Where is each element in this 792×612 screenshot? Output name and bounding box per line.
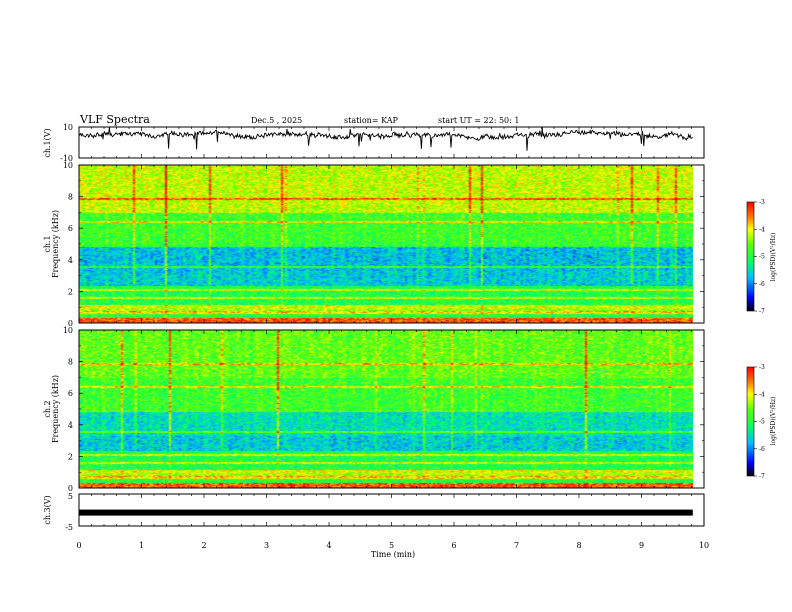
ch2-spectrogram-panel: 0 2 4 6 8 10 ch.2 Frequency (kHz) -3 -4 -5 -6 -7 …: [43, 326, 777, 493]
x-tick-label: 1: [139, 541, 144, 550]
x-tick-label: 8: [576, 541, 581, 550]
y-tick-label: 10: [63, 326, 73, 335]
colorbar-tick-label: -4: [759, 391, 765, 398]
x-axis-label: Time (min): [371, 550, 415, 559]
ch1-spectrogram-xticks: [78, 165, 705, 323]
ch3-ytick-top: 5: [68, 492, 73, 501]
ch1-waveform-panel: 10 -10 ch.1(V): [43, 123, 705, 163]
start-ut-label: start UT = 22: 50: 1: [438, 116, 519, 125]
x-tick-label: 7: [514, 541, 519, 550]
y-tick-label: 2: [68, 452, 73, 461]
ch1-waveform-ylabel: ch.1(V): [43, 128, 52, 157]
ch3-ytick-bottom: -5: [65, 523, 73, 532]
ch1-frequency-ylabel: Frequency (kHz): [51, 210, 60, 278]
ch2-frequency-ylabel: Frequency (kHz): [51, 375, 60, 443]
colorbar-tick-label: -3: [759, 364, 765, 371]
x-tick-label: 6: [451, 541, 456, 550]
ch1-waveform-line: [78, 126, 693, 151]
y-tick-label: 6: [68, 389, 73, 398]
ch2-spectrogram-yticks: 0 2 4 6 8 10: [63, 326, 704, 493]
y-tick-label: 8: [68, 193, 73, 202]
station-label: station= KAP: [344, 116, 399, 125]
ch1-colorbar-bar: [746, 201, 755, 312]
ch2-spectrogram-image: [79, 330, 693, 488]
ch3-waveform-panel: 5 -5 ch.3(V): [43, 492, 705, 532]
y-tick-label: 0: [68, 484, 73, 493]
y-tick-label: 2: [68, 287, 73, 296]
ch2-colorbar-label: log(PSD)(V²/Hz): [770, 397, 777, 446]
date-label: Dec.5 , 2025: [251, 116, 302, 125]
ch2-channel-label: ch.2: [43, 400, 52, 417]
x-tick-label: 4: [326, 541, 331, 550]
x-tick-label: 5: [389, 541, 394, 550]
y-tick-label: 8: [68, 358, 73, 367]
ch1-waveform-frame: [78, 126, 705, 159]
colorbar-tick-label: -7: [759, 308, 765, 315]
x-tick-label: 0: [76, 541, 81, 550]
y-tick-label: 6: [68, 224, 73, 233]
ch1-channel-label: ch.1: [43, 235, 52, 252]
ch2-spectrogram-xticks: [78, 330, 705, 488]
ch3-waveform-ylabel: ch.3(V): [43, 495, 52, 524]
colorbar-tick-label: -5: [759, 419, 765, 426]
y-tick-label: 4: [68, 421, 73, 430]
colorbar-tick-label: -4: [759, 226, 765, 233]
colorbar-tick-label: -7: [759, 473, 765, 480]
colorbar-tick-label: -3: [759, 199, 765, 206]
y-tick-label: 4: [68, 256, 73, 265]
colorbar-tick-label: -6: [759, 446, 765, 453]
x-axis-tick-labels: 0 1 2 3 4 5 6 7 8 9 10: [76, 541, 709, 550]
colorbar-tick-label: -5: [759, 254, 765, 261]
ch1-spectrogram-panel: 0 2 4 6 8 10 ch.1 Frequency (kHz) -3 -4 -5 -6 -7 …: [43, 161, 777, 328]
ch3-waveform-ticks: [78, 494, 705, 526]
x-tick-label: 3: [264, 541, 269, 550]
colorbar-tick-label: -6: [759, 281, 765, 288]
figure-title: VLF Spectra: [79, 113, 150, 126]
ch2-colorbar-bar: [746, 366, 755, 477]
x-tick-label: 2: [201, 541, 206, 550]
ch1-spectrogram-image: [79, 165, 693, 323]
ch1-waveform-ticks: [78, 127, 705, 158]
ch1-ytick-bottom: -10: [60, 154, 73, 163]
y-tick-label: 10: [63, 161, 73, 170]
ch1-ytick-top: 10: [63, 123, 73, 132]
ch1-colorbar-ticks: -3 -4 -5 -6 -7: [754, 199, 765, 315]
y-tick-label: 0: [68, 319, 73, 328]
ch1-colorbar: -3 -4 -5 -6 -7 log(PSD)(V²/Hz): [746, 199, 777, 315]
ch2-colorbar: -3 -4 -5 -6 -7 log(PSD)(V²/Hz): [746, 364, 777, 480]
ch3-waveform-line: [79, 509, 693, 516]
ch1-spectrogram-yticks: 0 2 4 6 8 10: [63, 161, 704, 328]
ch1-colorbar-label: log(PSD)(V²/Hz): [770, 233, 777, 282]
ch2-colorbar-ticks: -3 -4 -5 -6 -7: [754, 364, 765, 480]
x-tick-label: 9: [639, 541, 644, 550]
x-tick-label: 10: [699, 541, 709, 550]
